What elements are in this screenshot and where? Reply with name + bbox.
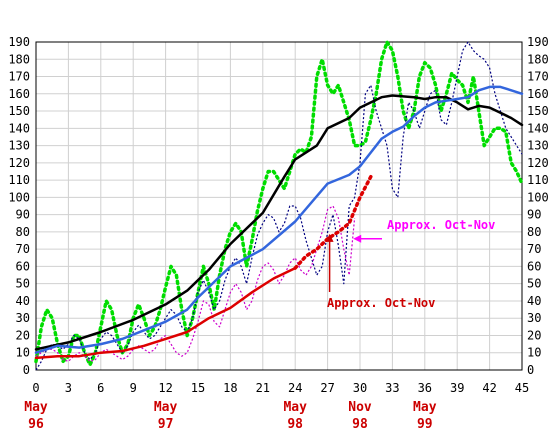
x-tick-label: 15 [191,381,205,395]
x-tick-label: 30 [353,381,367,395]
series-line-6 [293,174,373,270]
y-tick-label: 160 [527,87,549,101]
series-line-1 [35,41,523,371]
date-year: 96 [28,417,44,432]
y-tick-label: 140 [527,121,549,135]
x-axis: 0 3 6 9 12 15 18 21 24 27 30 33 36 39 42 45 [32,381,529,395]
y-tick-label: 50 [16,277,30,291]
date-month: Nov [348,400,372,415]
x-tick-label: 33 [385,381,399,395]
y-tick-label: 190 [8,35,30,49]
y-tick-label: 10 [527,346,541,360]
y-tick-label: 70 [527,242,541,256]
y-tick-label: 30 [16,311,30,325]
y-tick-label: 100 [8,190,30,204]
date-year: 98 [287,417,303,432]
x-tick-label: 18 [223,381,237,395]
plot-area [36,42,522,370]
date-month: May [283,400,307,415]
y-tick-label: 70 [16,242,30,256]
y-tick-label: 150 [8,104,30,118]
gridlines [35,41,523,371]
y-tick-label: 20 [16,328,30,342]
y-tick-label: 40 [16,294,30,308]
x-tick-label: 9 [130,381,137,395]
y-tick-label: 40 [527,294,541,308]
date-month: May [154,400,178,415]
annotations: Approx. Oct-Nov Approx. Oct-Nov [327,218,495,310]
plot-border [35,41,523,371]
y-tick-label: 120 [8,156,30,170]
y-tick-label: 0 [527,363,534,377]
y-tick-label: 140 [8,121,30,135]
date-labels: May 96 May 97 May 98 Nov 98 May 99 [24,400,436,432]
x-tick-label: 39 [450,381,464,395]
y-tick-label: 110 [527,173,549,187]
y-tick-label: 170 [8,70,30,84]
y-tick-label: 80 [16,225,30,239]
x-tick-label: 42 [482,381,496,395]
date-year: 98 [352,417,368,432]
y-tick-label: 0 [23,363,30,377]
series-line-5 [34,266,297,360]
y-tick-label: 90 [16,208,30,222]
x-tick-label: 6 [97,381,104,395]
annotation-arrowhead-magenta [353,234,362,243]
x-tick-label: 24 [288,381,302,395]
series-line-0 [34,40,524,367]
x-tick-label: 0 [32,381,39,395]
x-tick-label: 21 [256,381,270,395]
y-tick-label: 80 [527,225,541,239]
date-year: 97 [158,417,174,432]
x-tick-label: 36 [418,381,432,395]
date-month: May [413,400,437,415]
y-tick-label: 50 [527,277,541,291]
x-tick-label: 12 [158,381,172,395]
y-tick-label: 10 [16,346,30,360]
y-tick-label: 130 [527,139,549,153]
y-tick-label: 100 [527,190,549,204]
y-tick-label: 90 [527,208,541,222]
y-tick-label: 110 [8,173,30,187]
series-layer [34,40,524,371]
date-year: 99 [417,417,433,432]
y-tick-label: 180 [8,52,30,66]
y-tick-label: 20 [527,328,541,342]
y-tick-label: 150 [527,104,549,118]
y-tick-label: 170 [527,70,549,84]
y-tick-label: 60 [16,259,30,273]
date-month: May [24,400,48,415]
annotation-arrowhead-red [325,233,334,242]
y-axis-left: 0 10 20 30 40 50 60 70 80 90 100 110 120 130 140 150 160… [8,35,30,377]
y-tick-label: 120 [527,156,549,170]
x-tick-label: 3 [65,381,72,395]
y-tick-label: 60 [527,259,541,273]
x-tick-label: 45 [515,381,529,395]
y-axis-right: 0 10 20 30 40 50 60 70 80 90 100 110 120 130 140 150 160… [527,35,549,377]
series-line-2 [35,205,356,362]
y-tick-label: 30 [527,311,541,325]
y-tick-label: 130 [8,139,30,153]
y-tick-label: 180 [527,52,549,66]
annotation-red: Approx. Oct-Nov [327,296,435,310]
series-line-3 [34,94,524,351]
series-line-4 [34,85,524,354]
y-tick-label: 190 [527,35,549,49]
annotation-magenta: Approx. Oct-Nov [387,218,495,232]
y-tick-label: 160 [8,87,30,101]
x-tick-label: 27 [320,381,334,395]
